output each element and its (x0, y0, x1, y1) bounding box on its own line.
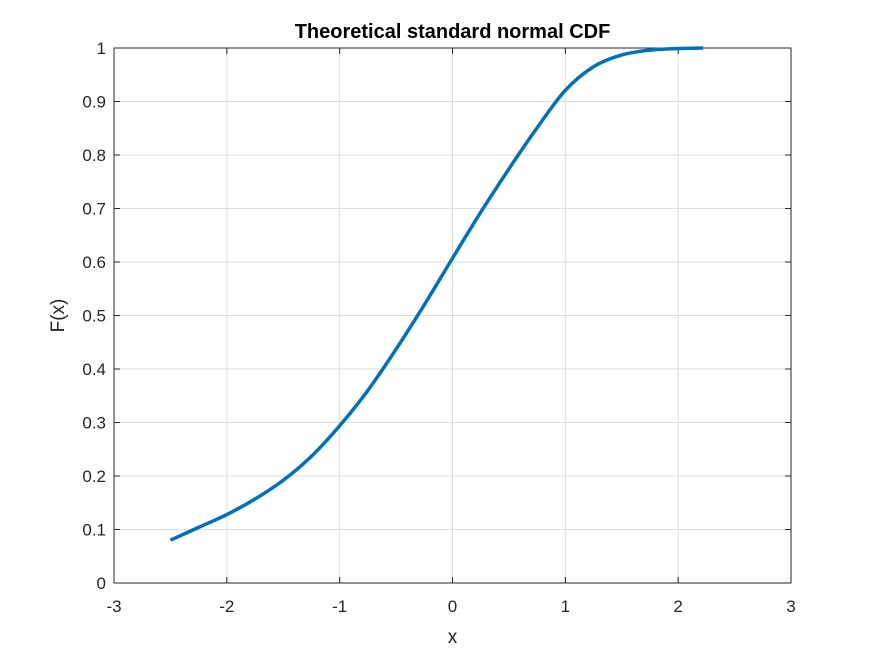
y-tick-label: 0.3 (82, 414, 106, 433)
x-tick-label: -3 (106, 597, 121, 616)
series-layer (169, 46, 704, 542)
x-tick-label: -1 (332, 597, 347, 616)
y-tick-label: 0 (97, 574, 106, 593)
series-line (169, 46, 704, 542)
x-axis-label: x (448, 627, 458, 648)
y-tick-label: 0.4 (82, 360, 106, 379)
x-tick-label: 2 (673, 597, 682, 616)
chart-title: Theoretical standard normal CDF (295, 21, 611, 43)
y-tick-label: 0.9 (82, 93, 106, 112)
tick-layer: -3 -2 -1 0 1 2 3 0 0.1 0.2 0.3 0.4 0.5 0.6 0.7 0.8 0.9 1 (82, 39, 795, 616)
x-tick-label: 3 (786, 597, 795, 616)
x-tick-label: 1 (561, 597, 570, 616)
x-tick-label: 0 (448, 597, 457, 616)
y-tick-label: 1 (97, 39, 106, 58)
y-tick-label: 0.1 (82, 521, 106, 540)
y-tick-label: 0.7 (82, 200, 106, 219)
y-tick-label: 0.6 (82, 253, 106, 272)
y-axis-label: F(x) (48, 299, 69, 333)
y-tick-label: 0.5 (82, 307, 106, 326)
x-tick-label: -2 (219, 597, 234, 616)
y-tick-label: 0.8 (82, 146, 106, 165)
y-tick-label: 0.2 (82, 467, 106, 486)
